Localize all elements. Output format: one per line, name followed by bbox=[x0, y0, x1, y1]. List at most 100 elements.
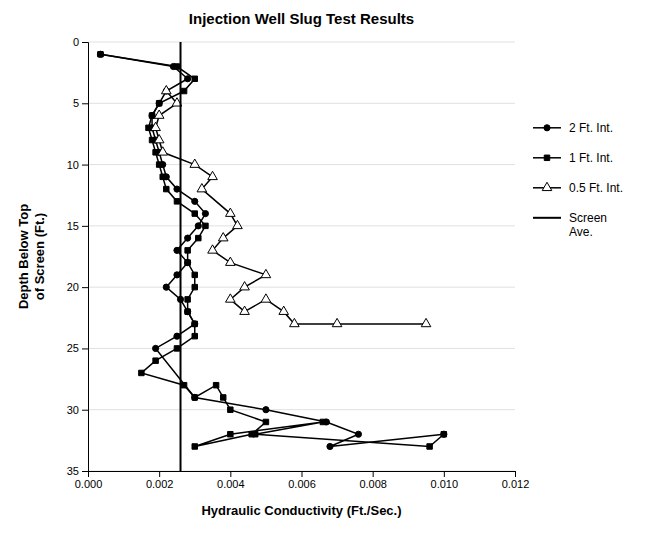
series-marker bbox=[192, 76, 197, 81]
series-marker bbox=[154, 110, 164, 118]
series-marker bbox=[279, 306, 289, 314]
series-marker bbox=[327, 443, 333, 449]
series-marker bbox=[355, 431, 361, 437]
series-marker bbox=[181, 382, 186, 387]
series-marker bbox=[174, 186, 180, 192]
legend-item: 0.5 Ft. Int. bbox=[533, 181, 623, 195]
legend-item: ScreenAve. bbox=[533, 211, 607, 239]
x-tick-label: 0.012 bbox=[502, 478, 530, 490]
grid-line bbox=[88, 287, 515, 288]
series-marker bbox=[149, 113, 154, 118]
x-tick-label: 0.000 bbox=[75, 478, 103, 490]
y-tick-label: 20 bbox=[67, 281, 79, 293]
series-marker bbox=[153, 150, 158, 155]
legend-label: 2 Ft. Int. bbox=[569, 121, 613, 135]
y-tick-mark bbox=[82, 348, 88, 349]
y-tick-label: 25 bbox=[67, 342, 79, 354]
series-marker bbox=[192, 395, 197, 400]
series-marker bbox=[253, 431, 258, 436]
series-marker bbox=[151, 122, 161, 130]
series-marker bbox=[163, 284, 169, 290]
x-tick-mark bbox=[302, 471, 303, 477]
series-marker bbox=[156, 162, 161, 167]
x-tick-label: 0.010 bbox=[431, 478, 459, 490]
series-marker bbox=[213, 382, 218, 387]
series-marker bbox=[290, 318, 300, 326]
series-marker bbox=[154, 135, 164, 143]
legend-label: 1 Ft. Int. bbox=[569, 151, 613, 165]
x-axis-line bbox=[89, 472, 516, 478]
series-marker bbox=[174, 64, 179, 69]
series-marker bbox=[196, 235, 201, 240]
series-marker bbox=[320, 419, 325, 424]
series-marker bbox=[421, 318, 431, 326]
x-axis: 0.0000.0020.0040.0060.0080.0100.012 bbox=[75, 471, 530, 490]
series-marker bbox=[226, 208, 236, 216]
series-line bbox=[100, 54, 443, 446]
y-tick-mark bbox=[82, 42, 88, 43]
x-tick-mark bbox=[515, 471, 516, 477]
legend: 2 Ft. Int. 1 Ft. Int. 0.5 Ft. Int. ScreenAv… bbox=[533, 121, 623, 239]
series-marker bbox=[153, 358, 158, 363]
x-tick-mark bbox=[159, 471, 160, 477]
series-marker bbox=[185, 248, 190, 253]
series-marker bbox=[226, 257, 236, 265]
series-marker bbox=[146, 125, 151, 130]
text-line: 0.5 Ft. Int. bbox=[569, 181, 623, 195]
y-tick-label: 30 bbox=[67, 404, 79, 416]
y-axis-title: Depth Below Topof Screen (Ft.) bbox=[16, 204, 47, 309]
y-tick-label: 0 bbox=[73, 36, 79, 48]
series-marker bbox=[228, 407, 233, 412]
series-marker bbox=[195, 223, 201, 229]
grid-line bbox=[88, 225, 515, 226]
series-marker bbox=[174, 333, 180, 339]
series-marker bbox=[220, 395, 225, 400]
chart-title: Injection Well Slug Test Results bbox=[189, 10, 414, 27]
y-tick: 0 bbox=[73, 36, 88, 48]
series-marker bbox=[158, 147, 168, 155]
series-marker bbox=[240, 306, 250, 314]
series-marker bbox=[261, 269, 271, 277]
series-marker bbox=[161, 85, 171, 93]
series-marker bbox=[261, 294, 271, 302]
y-tick-mark bbox=[82, 165, 88, 166]
x-tick-label: 0.002 bbox=[146, 478, 174, 490]
series-marker bbox=[208, 171, 218, 179]
y-tick-label: 15 bbox=[67, 220, 79, 232]
series-marker bbox=[332, 318, 342, 326]
y-tick: 20 bbox=[67, 281, 88, 293]
y-tick-mark bbox=[82, 471, 88, 472]
series-marker bbox=[203, 223, 208, 228]
legend-marker bbox=[544, 155, 549, 160]
series-marker bbox=[228, 431, 233, 436]
series-marker bbox=[153, 345, 159, 351]
series-marker bbox=[181, 88, 186, 93]
text-line: Ave. bbox=[569, 225, 593, 239]
x-tick-label: 0.004 bbox=[217, 478, 245, 490]
series-marker bbox=[192, 321, 198, 327]
series-marker bbox=[192, 333, 197, 338]
x-tick: 0.010 bbox=[431, 471, 459, 490]
y-tick-mark bbox=[82, 287, 88, 288]
text-line: 2 Ft. Int. bbox=[569, 121, 613, 135]
y-tick-label: 10 bbox=[67, 159, 79, 171]
y-tick-label: 35 bbox=[67, 465, 79, 477]
series-marker bbox=[192, 284, 197, 289]
series-marker bbox=[192, 321, 197, 326]
grid-line bbox=[88, 164, 515, 165]
legend-item: 2 Ft. Int. bbox=[533, 121, 613, 135]
y-tick: 30 bbox=[67, 404, 88, 416]
y-tick: 35 bbox=[67, 465, 88, 477]
series-marker bbox=[185, 297, 190, 302]
series-marker bbox=[160, 174, 165, 179]
y-tick: 5 bbox=[73, 97, 88, 109]
grid-line bbox=[88, 409, 515, 410]
series-marker bbox=[208, 245, 218, 253]
legend-label: ScreenAve. bbox=[569, 211, 607, 239]
series-marker bbox=[197, 184, 207, 192]
x-tick-label: 0.006 bbox=[288, 478, 316, 490]
y-tick: 25 bbox=[67, 342, 88, 354]
series-marker bbox=[226, 294, 236, 302]
x-tick: 0.006 bbox=[288, 471, 316, 490]
screen-average-line bbox=[180, 42, 182, 471]
